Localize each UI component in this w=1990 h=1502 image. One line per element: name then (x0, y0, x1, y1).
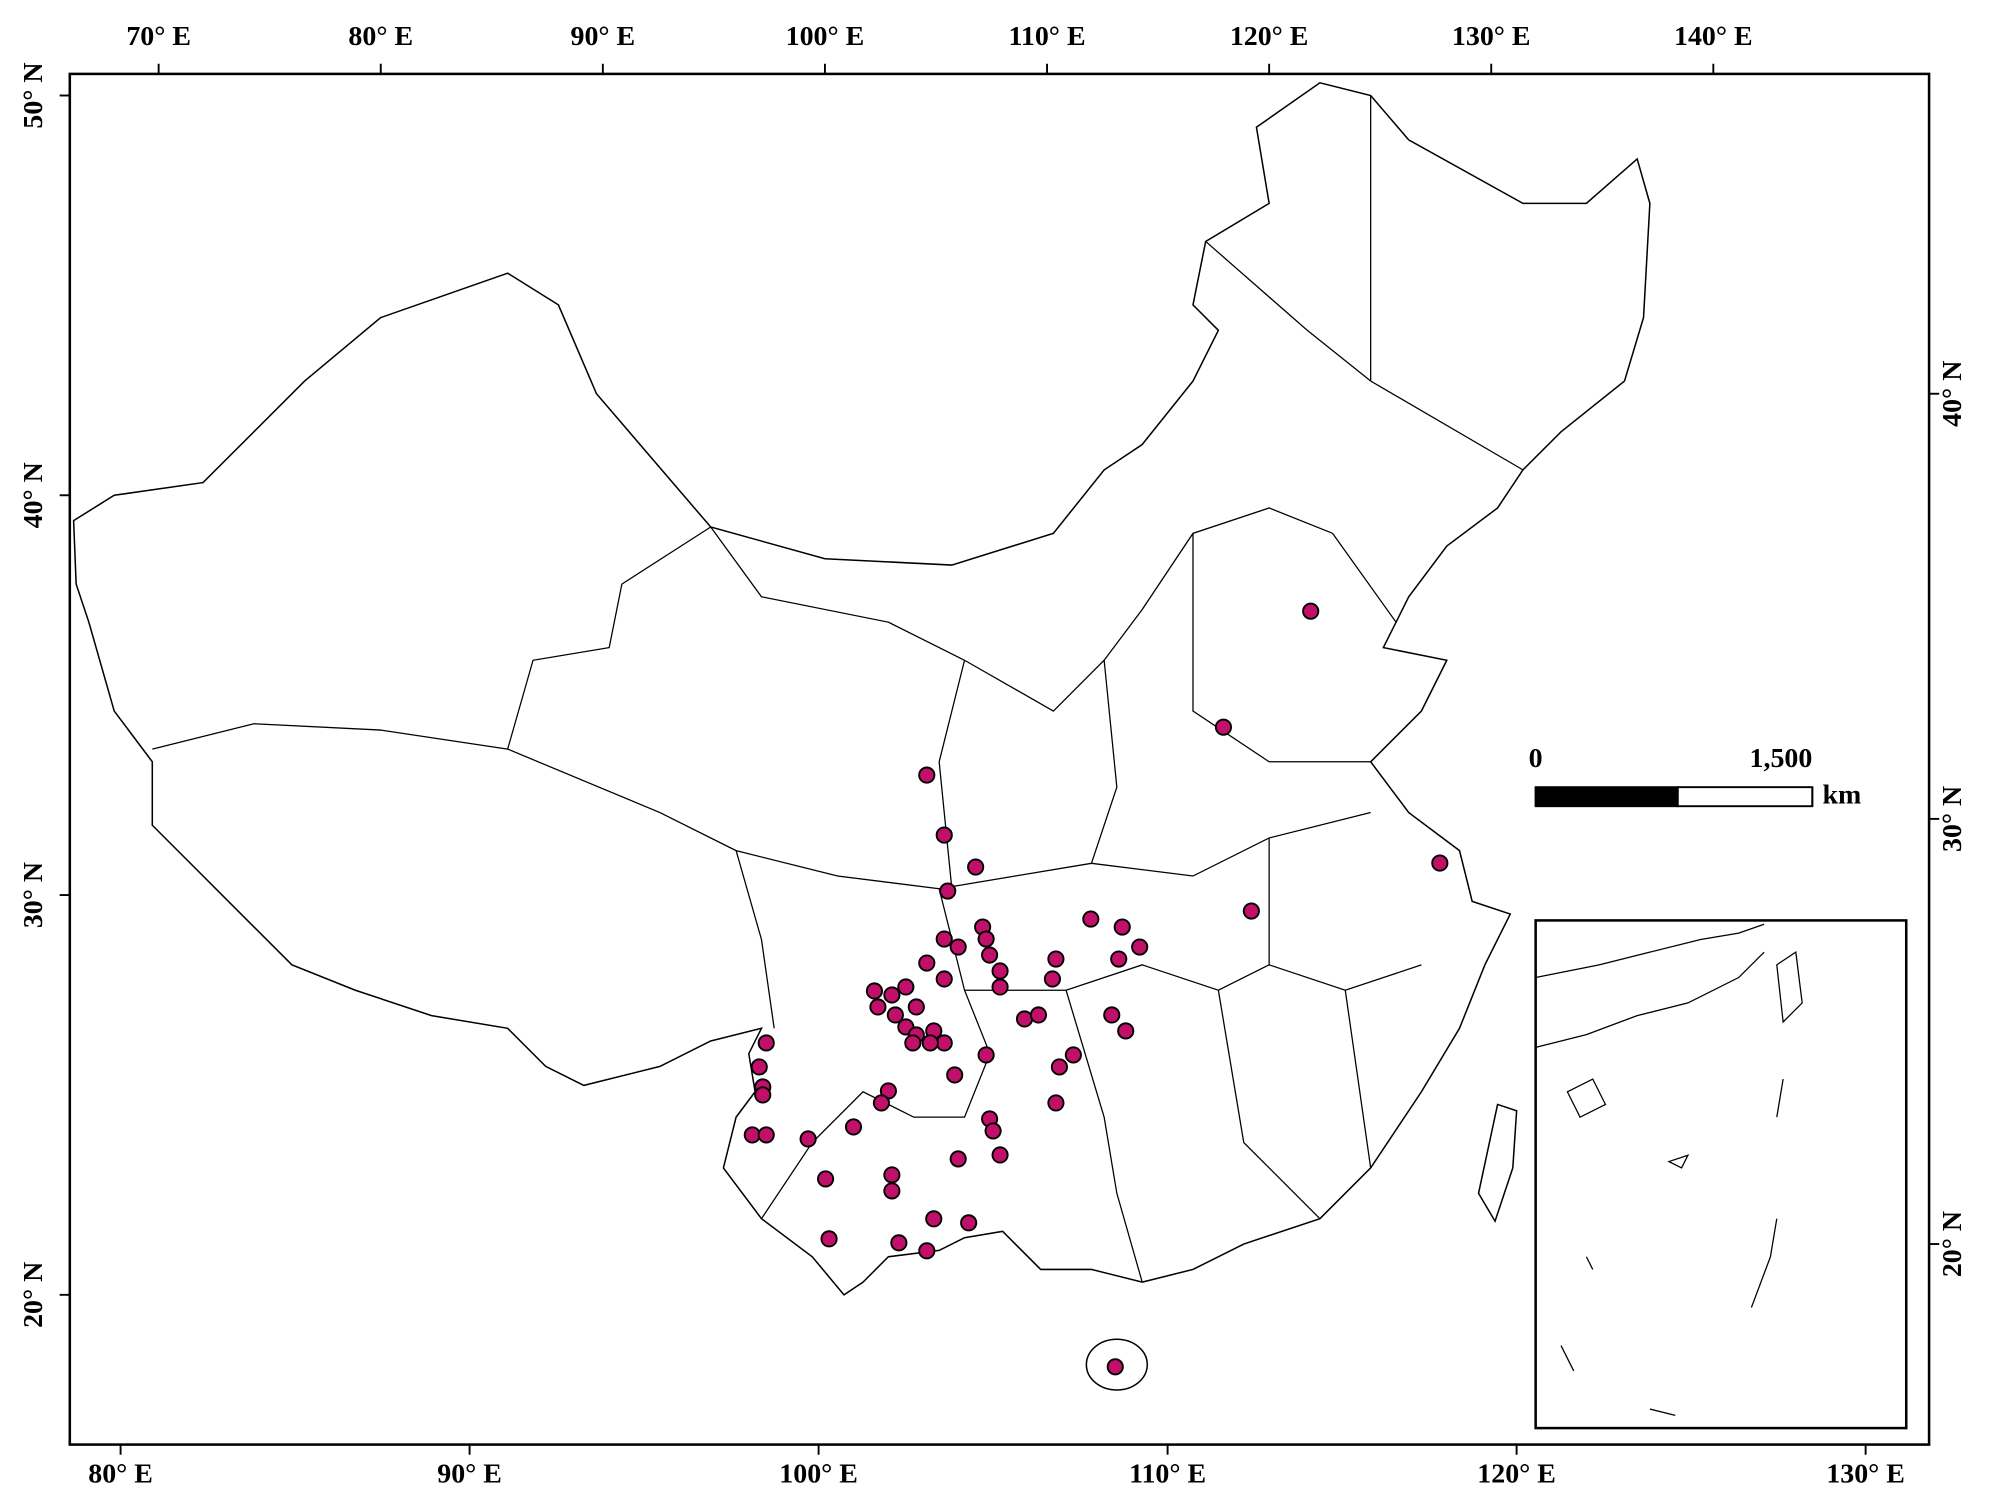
left-tick-label: 40° N (18, 462, 49, 528)
occurrence-point (907, 998, 925, 1016)
occurrence-point (935, 826, 953, 844)
scale-label: 0 (1529, 743, 1543, 774)
occurrence-point (754, 1086, 772, 1104)
occurrence-point (981, 946, 999, 964)
occurrence-point (935, 970, 953, 988)
bottom-tick-label: 90° E (437, 1459, 502, 1490)
china-outline (72, 81, 1651, 1296)
occurrence-point (1117, 1022, 1135, 1040)
occurrence-point (1431, 854, 1449, 872)
right-tick-label: 30° N (1937, 786, 1968, 852)
occurrence-point (1106, 1358, 1124, 1376)
right-tick-label: 40° N (1937, 361, 1968, 427)
bottom-tick-label: 120° E (1477, 1459, 1556, 1490)
occurrence-point (869, 998, 887, 1016)
occurrence-point (949, 1150, 967, 1168)
top-tick-label: 100° E (786, 21, 865, 52)
top-tick-label: 110° E (1008, 21, 1085, 52)
occurrence-point (844, 1118, 863, 1136)
occurrence-point (1131, 938, 1149, 956)
occurrence-point (949, 938, 967, 956)
occurrence-point (883, 986, 901, 1004)
inset-frame (1534, 919, 1908, 1430)
occurrence-point (935, 930, 953, 948)
occurrence-point (1110, 950, 1128, 968)
occurrence-point (750, 1058, 768, 1076)
left-tick-label: 20° N (18, 1262, 49, 1328)
occurrence-point (817, 1170, 835, 1188)
top-tick-label: 70° E (126, 21, 191, 52)
top-tick-label: 90° E (571, 21, 636, 52)
top-tick-label: 80° E (348, 21, 413, 52)
occurrence-point (1082, 910, 1100, 928)
bottom-tick-label: 80° E (88, 1459, 153, 1490)
occurrence-point (1047, 1094, 1065, 1112)
occurrence-point (918, 954, 936, 972)
occurrence-point (872, 1094, 890, 1112)
occurrence-point (1029, 1006, 1048, 1024)
occurrence-point (757, 1126, 775, 1144)
occurrence-point (939, 882, 957, 900)
scale-bar-white (1676, 786, 1814, 808)
occurrence-point (1050, 1058, 1068, 1076)
occurrence-point (977, 930, 995, 948)
occurrence-point (1302, 602, 1320, 620)
bottom-tick-label: 100° E (779, 1459, 858, 1490)
scale-label: 1,500 (1750, 743, 1813, 774)
occurrence-point (1113, 918, 1131, 936)
occurrence-point (904, 1034, 922, 1052)
occurrence-point (977, 1046, 995, 1064)
left-tick-label: 30° N (18, 862, 49, 928)
occurrence-point (960, 1214, 978, 1232)
occurrence-point (918, 1242, 936, 1260)
map-frame (68, 72, 1931, 1446)
occurrence-point (743, 1126, 761, 1144)
taiwan-outline (1477, 1103, 1518, 1224)
occurrence-point (1064, 1046, 1082, 1064)
occurrence-point (925, 1210, 943, 1228)
occurrence-point (883, 1182, 901, 1200)
occurrence-point (921, 1034, 939, 1052)
occurrence-point (883, 1166, 901, 1184)
occurrence-point (1015, 1010, 1034, 1028)
occurrence-point (799, 1130, 817, 1148)
occurrence-point (967, 858, 985, 876)
occurrence-point (991, 1146, 1009, 1164)
bottom-tick-label: 130° E (1826, 1459, 1905, 1490)
occurrence-point (984, 1122, 1002, 1140)
occurrence-point (1047, 950, 1065, 968)
occurrence-point (1043, 970, 1061, 988)
inset-coast (1535, 923, 1803, 1417)
occurrence-point (890, 1234, 908, 1252)
top-tick-label: 140° E (1674, 21, 1753, 52)
bottom-tick-label: 110° E (1129, 1459, 1206, 1490)
top-tick-label: 120° E (1230, 21, 1309, 52)
occurrence-point (946, 1066, 964, 1084)
left-tick-label: 50° N (18, 62, 49, 128)
scale-unit: km (1822, 780, 1861, 811)
occurrence-point (886, 1006, 904, 1024)
occurrence-point (1214, 718, 1233, 736)
right-tick-label: 20° N (1937, 1211, 1968, 1277)
occurrence-point (757, 1034, 775, 1052)
occurrence-point (865, 982, 883, 1000)
scale-bar-black (1534, 786, 1679, 808)
occurrence-point (991, 962, 1009, 980)
province-boundaries (152, 95, 1524, 1283)
occurrence-point (1103, 1006, 1121, 1024)
top-tick-label: 130° E (1452, 21, 1531, 52)
occurrence-point (897, 978, 915, 996)
occurrence-point (918, 766, 936, 784)
occurrence-point (991, 978, 1009, 996)
occurrence-point (935, 1034, 953, 1052)
occurrence-point (1242, 902, 1260, 920)
occurrence-point (820, 1230, 838, 1248)
